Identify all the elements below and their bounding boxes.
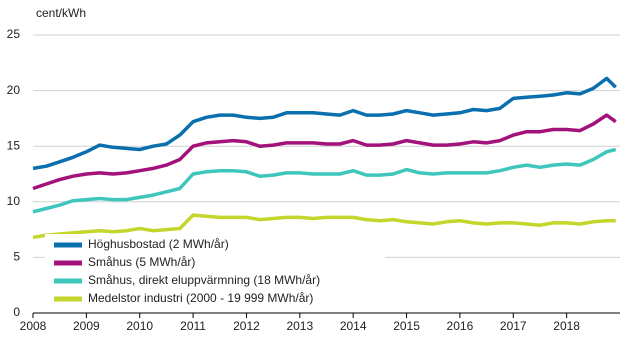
legend-label: Höghusbostad (2 MWh/år) — [88, 237, 229, 251]
series-line — [32, 76, 617, 171]
y-tick-label: 20 — [7, 83, 21, 97]
x-tick-label: 2011 — [180, 319, 206, 333]
x-tick-label: 2015 — [393, 319, 420, 333]
x-tick-label: 2018 — [553, 319, 580, 333]
series-line — [32, 147, 617, 214]
x-tick-label: 2017 — [500, 319, 527, 333]
y-axis-label: cent/kWh — [36, 6, 86, 20]
y-tick-label: 0 — [13, 305, 20, 319]
x-tick-label: 2008 — [20, 319, 47, 333]
legend-box — [45, 234, 385, 308]
y-tick-label: 5 — [13, 250, 20, 264]
series-line — [32, 213, 616, 240]
x-tick-label: 2012 — [233, 319, 260, 333]
legend-label: Småhus, direkt eluppvärmning (18 MWh/år) — [88, 273, 320, 287]
legend-label: Småhus (5 MWh/år) — [88, 255, 195, 269]
x-tick-label: 2010 — [126, 319, 153, 333]
y-tick-label: 25 — [7, 27, 21, 41]
x-tick-label: 2009 — [73, 319, 100, 333]
y-tick-label: 10 — [7, 194, 21, 208]
legend-label: Medelstor industri (2000 - 19 999 MWh/år… — [88, 291, 313, 305]
y-tick-label: 15 — [7, 138, 21, 152]
series-line — [32, 113, 617, 191]
x-tick-label: 2014 — [340, 319, 367, 333]
x-tick-label: 2013 — [286, 319, 313, 333]
x-tick-label: 2016 — [447, 319, 474, 333]
